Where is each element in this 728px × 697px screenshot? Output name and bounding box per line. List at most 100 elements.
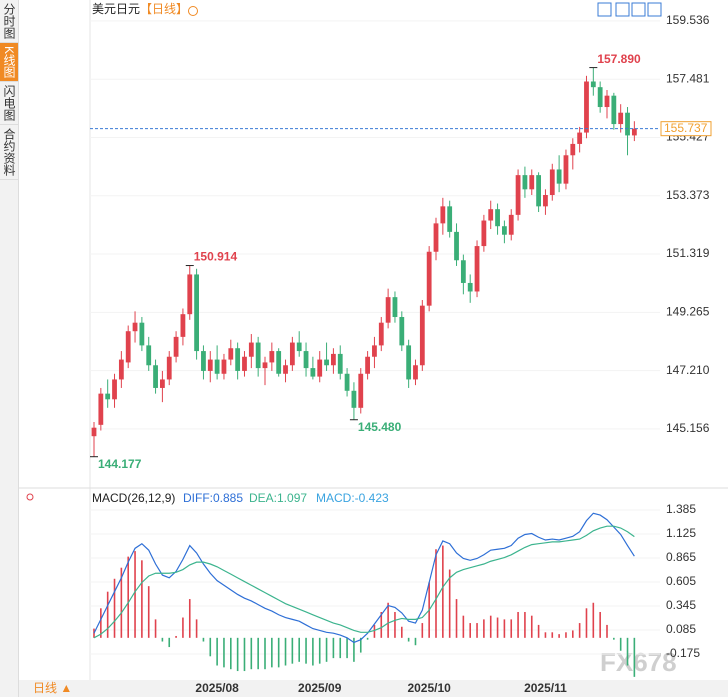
macd-bar bbox=[202, 637, 205, 642]
candle-body bbox=[201, 351, 206, 371]
candle-body bbox=[372, 345, 377, 357]
macd-bar bbox=[353, 637, 355, 662]
candle-body bbox=[597, 87, 603, 108]
sidebar: 分时图 K线图 闪电图 合约资料 bbox=[0, 0, 19, 697]
candle-body bbox=[495, 209, 500, 227]
macd-bar bbox=[483, 619, 485, 638]
macd-bar bbox=[332, 637, 335, 659]
y-tick-label: 0.085 bbox=[666, 622, 696, 636]
candle-body bbox=[447, 206, 453, 232]
macd-bar bbox=[578, 623, 581, 638]
macd-bar bbox=[448, 569, 451, 638]
macd-line bbox=[93, 525, 635, 639]
tab[interactable]: 合约资料 bbox=[0, 125, 18, 181]
macd-bar bbox=[195, 619, 198, 638]
settings-icon[interactable] bbox=[26, 493, 34, 501]
candle-body bbox=[358, 373, 364, 408]
tab[interactable]: K线图 bbox=[0, 43, 18, 83]
candle-body bbox=[112, 379, 117, 400]
macd-bar bbox=[407, 637, 410, 642]
candle-body bbox=[426, 251, 432, 306]
candle-body bbox=[194, 274, 199, 352]
candle-body bbox=[351, 390, 357, 408]
macd-bar bbox=[517, 611, 519, 638]
candle-body bbox=[590, 81, 596, 88]
footer-bar bbox=[19, 680, 728, 697]
macd-bar bbox=[530, 615, 533, 638]
y-tick-label: 159.536 bbox=[666, 13, 710, 27]
macd-bar bbox=[359, 637, 362, 653]
candle-body bbox=[214, 359, 220, 374]
candle-body bbox=[454, 231, 459, 261]
last-price-label: 155.737 bbox=[664, 121, 708, 135]
candle-body bbox=[631, 128, 637, 136]
macd-bar bbox=[312, 637, 314, 666]
macd-bar bbox=[134, 551, 136, 638]
x-tick-label: 2025/09 bbox=[298, 681, 342, 695]
extreme-label: 150.914 bbox=[194, 250, 238, 264]
chart-title: 美元日元 bbox=[92, 2, 140, 16]
macd-bar bbox=[455, 599, 458, 638]
y-tick-label: 157.481 bbox=[666, 71, 710, 85]
tool-icon[interactable] bbox=[631, 2, 646, 17]
candle-body bbox=[584, 81, 589, 133]
macd-bar bbox=[188, 599, 191, 638]
macd-bar bbox=[298, 637, 300, 662]
candle-body bbox=[406, 345, 412, 380]
macd-bar bbox=[510, 619, 513, 638]
candle-body bbox=[105, 393, 111, 400]
macd-bar bbox=[414, 637, 417, 646]
candle-body bbox=[365, 356, 370, 374]
candle-body bbox=[611, 95, 617, 125]
extreme-label: 144.177 bbox=[98, 457, 142, 471]
tool-icon[interactable] bbox=[647, 2, 662, 17]
macd-bar bbox=[257, 637, 259, 670]
macd-bar bbox=[284, 637, 287, 666]
candle-body bbox=[166, 356, 172, 380]
y-tick-label: -0.175 bbox=[666, 646, 700, 660]
macd-bar bbox=[100, 608, 102, 638]
candle-body bbox=[132, 322, 138, 332]
macd-bar bbox=[435, 549, 437, 638]
macd-bar bbox=[469, 623, 471, 638]
macd-bar bbox=[366, 637, 369, 640]
tool-icon[interactable] bbox=[615, 2, 630, 17]
candle-body bbox=[618, 112, 624, 125]
macd-bar bbox=[154, 619, 157, 638]
macd-bar bbox=[127, 556, 129, 638]
macd-bar bbox=[113, 578, 116, 638]
add-icon[interactable] bbox=[188, 6, 198, 16]
macd-bar bbox=[401, 626, 403, 638]
candle-body bbox=[146, 345, 152, 366]
candle-body bbox=[413, 365, 418, 380]
candle-body bbox=[118, 359, 124, 380]
macd-bar bbox=[496, 617, 499, 638]
candle-body bbox=[433, 223, 439, 252]
candle-body bbox=[549, 169, 555, 195]
period[interactable]: 【日线】 bbox=[140, 2, 188, 16]
dea-label: DEA:1.097 bbox=[249, 491, 307, 505]
macd-bar bbox=[585, 608, 588, 638]
macd-bar bbox=[271, 637, 273, 668]
candle-body bbox=[289, 342, 295, 366]
macd-bar bbox=[524, 611, 526, 638]
candle-body bbox=[125, 331, 131, 363]
tab[interactable]: 分时图 bbox=[0, 0, 18, 43]
macd-bar bbox=[182, 617, 184, 638]
watermark: FX678 bbox=[600, 647, 677, 677]
macd-bar bbox=[572, 630, 574, 638]
candle-body bbox=[173, 336, 179, 357]
candle-body bbox=[296, 342, 302, 352]
tool-icon[interactable] bbox=[597, 2, 612, 17]
y-tick-label: 0.605 bbox=[666, 574, 696, 588]
candle-body bbox=[235, 348, 241, 371]
macd-bar bbox=[325, 637, 328, 662]
candle-body bbox=[577, 132, 583, 144]
macd-bar bbox=[209, 637, 212, 657]
candle-body bbox=[460, 260, 466, 283]
tab[interactable]: 闪电图 bbox=[0, 82, 18, 126]
macd-bar bbox=[619, 637, 622, 651]
macd-bar bbox=[216, 637, 218, 666]
macd-bar bbox=[106, 591, 109, 638]
period-button[interactable]: 日线 ▲ bbox=[33, 681, 72, 695]
